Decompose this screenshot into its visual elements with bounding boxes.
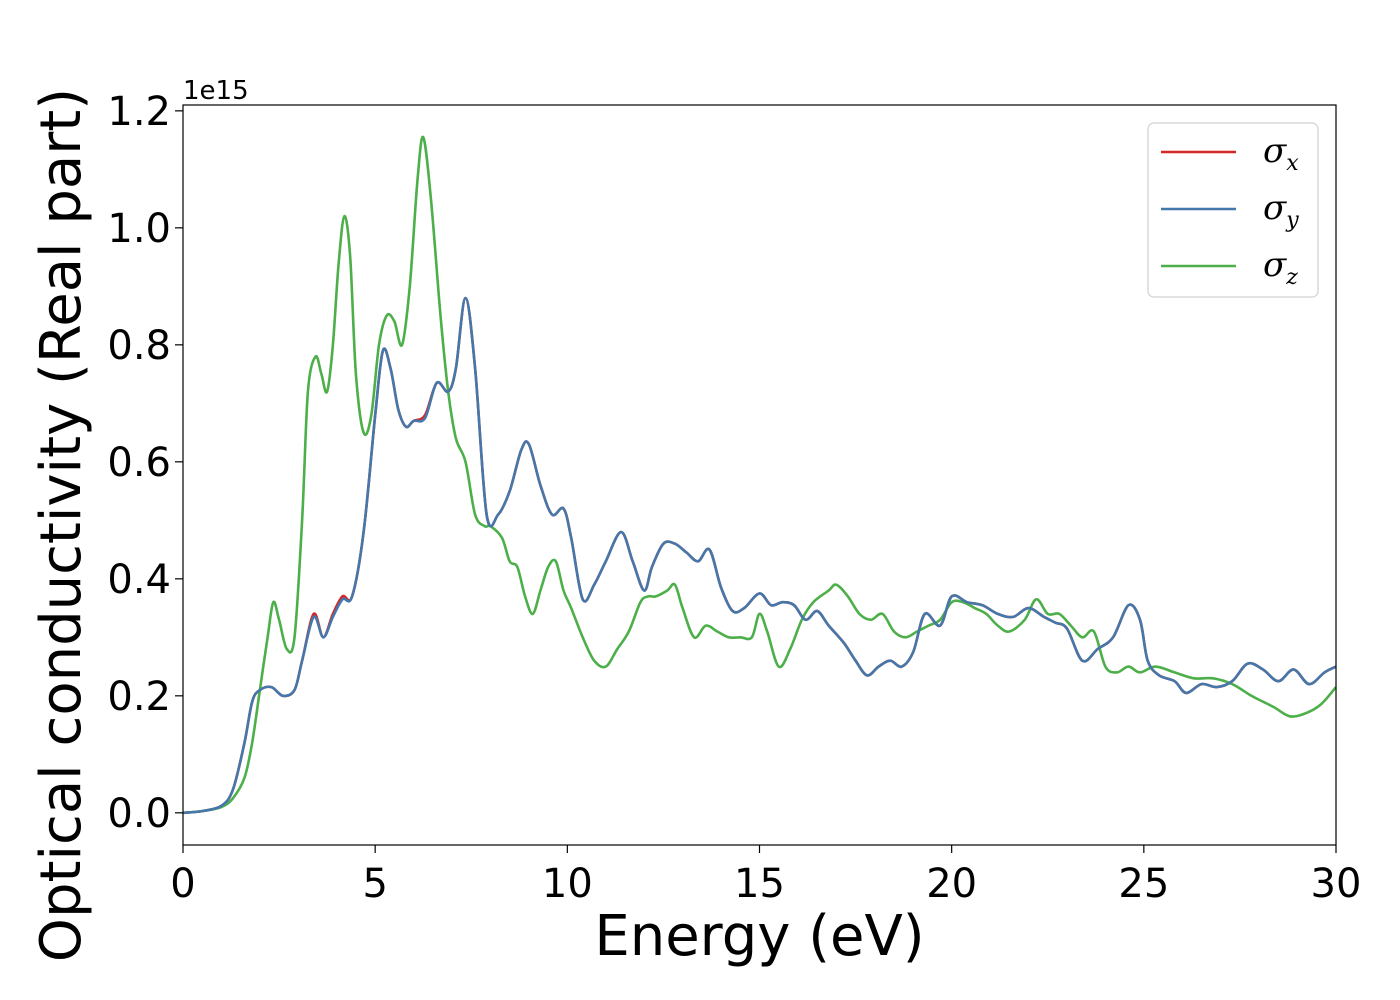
legend-label-sigma-y: σy [1263, 188, 1299, 233]
series-layer [182, 135, 1337, 815]
legend-label-sigma-z: σz [1263, 245, 1298, 290]
legend-label-sigma-x: σx [1263, 131, 1299, 176]
x-axis: 0 5 10 15 20 25 30 [170, 845, 1361, 907]
y-offset-label: 1e15 [183, 76, 249, 106]
y-axis-label: Optical conductivity (Real part) [29, 88, 94, 962]
x-tick-label: 30 [1311, 861, 1362, 907]
x-tick-label: 20 [926, 861, 977, 907]
x-tick-label: 15 [734, 861, 785, 907]
y-tick-label: 0.8 [107, 323, 171, 369]
x-tick-label: 0 [170, 861, 195, 907]
x-tick-label: 10 [542, 861, 593, 907]
x-tick-label: 25 [1118, 861, 1169, 907]
y-tick-label: 0.4 [107, 557, 171, 603]
series-line-sigma-y [182, 296, 1337, 815]
x-tick-label: 5 [362, 861, 387, 907]
y-tick-label: 0.6 [107, 440, 171, 486]
y-tick-label: 1.0 [107, 206, 171, 252]
series-line-sigma-z [182, 135, 1337, 815]
y-tick-label: 0.2 [107, 674, 171, 720]
y-tick-label: 1.2 [107, 89, 171, 135]
legend: σx σy σz [1147, 122, 1319, 298]
y-axis: 0.0 0.2 0.4 0.6 0.8 1.0 1.2 [107, 89, 183, 837]
y-tick-label: 0.0 [107, 791, 171, 837]
x-axis-label: Energy (eV) [594, 904, 924, 969]
